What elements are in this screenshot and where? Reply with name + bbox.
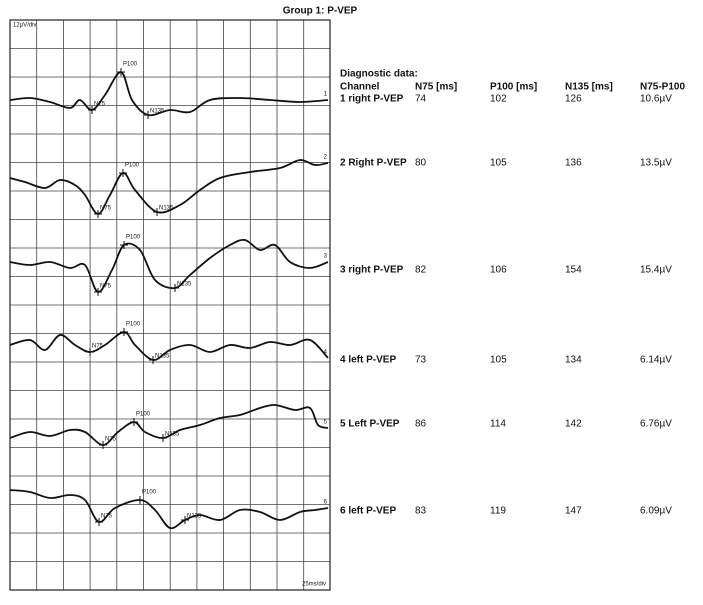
waveform <box>9 159 329 215</box>
table-cell: 73 <box>415 355 427 366</box>
peak-marker <box>181 516 189 524</box>
peak-label: N135 <box>177 282 192 288</box>
peak-label: N75 <box>94 102 106 108</box>
peak-label: N135 <box>150 109 165 115</box>
table-cell: 102 <box>490 94 507 105</box>
table-cell: 80 <box>415 158 427 169</box>
peak-label: N135 <box>165 432 180 438</box>
peak-marker <box>95 518 103 526</box>
peak-label: N75 <box>100 206 112 212</box>
peak-label: P100 <box>142 490 157 496</box>
peak-marker <box>171 284 179 292</box>
table-cell: 6.14µV <box>640 355 672 366</box>
graph-frame <box>9 19 331 591</box>
table-cell: 105 <box>490 158 507 169</box>
table-cell: 114 <box>490 419 506 430</box>
peak-marker <box>159 434 167 442</box>
peak-marker <box>120 241 128 249</box>
table-cell: 10.6µV <box>640 94 672 105</box>
y-scale: 12µV/div <box>13 23 36 29</box>
peak-marker <box>88 106 96 114</box>
channel-number: 5 <box>324 420 328 426</box>
channel-number: 1 <box>324 92 328 98</box>
channel-name: 6 left P-VEP <box>340 506 396 517</box>
table-heading: Diagnostic data: <box>340 69 418 80</box>
peak-marker <box>117 68 125 76</box>
table-cell: 6.76µV <box>640 419 672 430</box>
peak-marker <box>86 348 94 356</box>
peak-label: N75 <box>92 344 104 350</box>
peak-label: P100 <box>125 163 140 169</box>
table-cell: 142 <box>565 419 582 430</box>
peak-label: N135 <box>155 354 170 360</box>
peak-marker <box>136 496 144 504</box>
peak-label: N135 <box>159 206 174 212</box>
channel-number: 2 <box>324 155 328 161</box>
peak-label: P100 <box>126 322 141 328</box>
peak-label: N75 <box>100 284 112 290</box>
table-cell: 154 <box>565 265 582 276</box>
peak-marker <box>144 111 152 119</box>
peak-label: P100 <box>126 235 141 241</box>
column-header: Channel <box>340 82 380 93</box>
peak-marker <box>94 288 102 296</box>
table-cell: 83 <box>415 506 427 517</box>
channel-name: 1 right P-VEP <box>340 94 404 105</box>
table-cell: 86 <box>415 419 427 430</box>
peak-marker <box>119 169 127 177</box>
column-header: P100 [ms] <box>490 82 537 93</box>
column-header: N75 [ms] <box>415 82 457 93</box>
table-cell: 126 <box>565 94 582 105</box>
peak-marker <box>120 328 128 336</box>
column-header: N135 [ms] <box>565 82 613 93</box>
table-cell: 134 <box>565 355 582 366</box>
waveform <box>9 71 329 117</box>
peak-label: N135 <box>187 514 202 520</box>
table-cell: 119 <box>490 506 506 517</box>
waveform <box>9 238 329 293</box>
peak-label: P100 <box>123 62 138 68</box>
channel-number: 4 <box>324 350 328 356</box>
table-cell: 82 <box>415 265 427 276</box>
peak-marker <box>99 441 107 449</box>
peak-marker <box>153 208 161 216</box>
peak-marker <box>149 356 157 364</box>
peak-marker <box>94 210 102 218</box>
table-cell: 13.5µV <box>640 158 672 169</box>
peak-marker <box>130 418 138 426</box>
channel-name: 4 left P-VEP <box>340 355 396 366</box>
channel-number: 6 <box>324 500 328 506</box>
channel-number: 3 <box>324 254 328 260</box>
peak-label: N75 <box>101 514 113 520</box>
channel-name: 5 Left P-VEP <box>340 419 400 430</box>
waveform <box>9 489 329 530</box>
table-cell: 105 <box>490 355 507 366</box>
channel-name: 2 Right P-VEP <box>340 158 407 169</box>
channel-name: 3 right P-VEP <box>340 265 404 276</box>
peak-label: P100 <box>136 412 151 418</box>
table-cell: 6.09µV <box>640 506 672 517</box>
table-cell: 74 <box>415 94 427 105</box>
x-scale: 25ms/div <box>302 582 326 588</box>
table-cell: 147 <box>565 506 582 517</box>
column-header: N75-P100 <box>640 82 685 93</box>
peak-label: N75 <box>105 437 117 443</box>
title: Group 1: P-VEP <box>283 6 358 17</box>
table-cell: 15.4µV <box>640 265 672 276</box>
table-cell: 106 <box>490 265 507 276</box>
table-cell: 136 <box>565 158 582 169</box>
grid <box>10 20 330 590</box>
waveform <box>9 404 329 446</box>
